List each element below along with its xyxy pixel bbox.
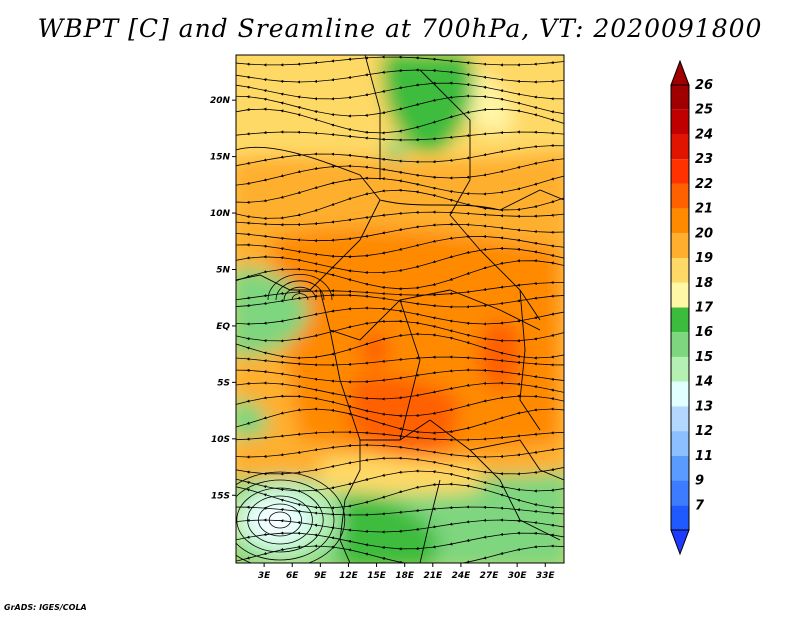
gyre-streamline xyxy=(291,293,309,301)
vortex-streamline xyxy=(236,479,335,561)
vortex-streamline xyxy=(268,511,292,529)
lat-tick-label: 10N xyxy=(210,209,231,219)
lat-tick-label: 5N xyxy=(216,265,230,275)
lat-tick-label: 20N xyxy=(210,96,231,106)
colorbar-band xyxy=(671,406,689,432)
colorbar-label: 26 xyxy=(695,78,713,93)
streamline xyxy=(236,544,564,563)
lon-tick-label: 27E xyxy=(480,571,500,581)
colorbar-band xyxy=(671,480,689,506)
colorbar-band xyxy=(671,505,689,530)
vortex-streamline xyxy=(236,471,346,563)
colorbar-label: 14 xyxy=(695,375,713,390)
colorbar-band xyxy=(671,258,689,283)
streamlines xyxy=(236,55,564,563)
colorbar-label: 18 xyxy=(695,276,713,291)
lon-tick-label: 21E xyxy=(423,571,443,581)
colorbar-frame xyxy=(670,84,690,531)
streamline xyxy=(236,482,564,510)
streamline xyxy=(236,55,564,67)
colorbar-band xyxy=(671,134,689,160)
lon-tick-label: 6E xyxy=(286,571,299,581)
map-title: WBPT [C] and Sreamline at 700hPa, VT: 20… xyxy=(37,14,763,43)
streamline xyxy=(236,430,564,442)
lon-tick-label: 15E xyxy=(367,571,387,581)
colorbar-band xyxy=(671,159,689,184)
lat-tick-label: EQ xyxy=(216,322,230,332)
lon-tick-label: 30E xyxy=(508,571,528,581)
latitude-axis: 20N 15N 10N 5N EQ 5S 10S 15S xyxy=(210,96,236,501)
lon-tick-label: 3E xyxy=(258,571,271,581)
colorbar-label: 13 xyxy=(695,399,713,414)
colorbar-label: 9 xyxy=(695,474,704,489)
lon-tick-label: 18E xyxy=(395,571,415,581)
colorbar-band xyxy=(671,455,689,481)
streamline xyxy=(236,68,564,84)
colorbar-band xyxy=(671,208,689,234)
colorbar-label: 25 xyxy=(695,103,713,118)
colorbar-label: 17 xyxy=(695,301,714,316)
grads-credit: GrADS: IGES/COLA xyxy=(4,603,87,612)
colorbar-band xyxy=(671,356,689,382)
streamline xyxy=(236,368,564,384)
colorbar-label: 22 xyxy=(695,177,713,192)
streamline xyxy=(236,355,564,367)
longitude-axis: 3E 6E 9E 12E 15E 18E 21E 24E 27E 30E 33E xyxy=(258,563,556,581)
streamline xyxy=(236,158,564,186)
streamline xyxy=(236,443,564,459)
colorbar-band xyxy=(671,233,689,259)
lat-tick-label: 15S xyxy=(211,491,230,501)
colorbar-label: 7 xyxy=(695,498,705,513)
gyre-streamline xyxy=(267,274,333,301)
colorbar-label: 23 xyxy=(695,152,713,167)
colorbar-label: 19 xyxy=(695,251,713,266)
lon-tick-label: 24E xyxy=(452,571,472,581)
lon-tick-label: 33E xyxy=(536,571,556,581)
lat-tick-label: 5S xyxy=(217,378,230,388)
colorbar-label: 16 xyxy=(695,325,713,340)
lon-tick-label: 9E xyxy=(314,571,327,581)
colorbar-band xyxy=(671,307,689,333)
colorbar-label: 24 xyxy=(695,127,713,142)
colorbar-label: 20 xyxy=(695,226,713,241)
lat-tick-label: 15N xyxy=(210,153,231,163)
colorbar-top-arrow xyxy=(670,59,690,86)
streamline xyxy=(236,293,564,309)
colorbar-label: 15 xyxy=(695,350,713,365)
gyre-streamline xyxy=(283,286,317,301)
lat-tick-label: 10S xyxy=(211,435,230,445)
colorbar-band xyxy=(671,85,689,110)
colorbar-label: 21 xyxy=(695,202,713,217)
streamline xyxy=(236,407,564,435)
colorbar-band xyxy=(671,332,689,357)
colorbar-bottom-arrow xyxy=(670,529,690,556)
vortex-streamline xyxy=(257,503,302,537)
vortex-streamline xyxy=(236,487,324,553)
colorbar-band xyxy=(671,381,689,407)
lon-tick-label: 12E xyxy=(339,571,359,581)
vortex-streamline xyxy=(247,495,313,545)
colorbar-label: 12 xyxy=(695,424,713,439)
map-frame xyxy=(235,54,565,564)
streamline xyxy=(236,130,564,142)
colorbar: 26 25 24 23 22 21 20 19 18 17 16 15 14 13 12 11 9 7 xyxy=(670,59,714,556)
colorbar-label: 11 xyxy=(695,449,713,464)
colorbar-band xyxy=(671,109,689,135)
streamline xyxy=(236,505,564,517)
colorbar-band xyxy=(671,431,689,456)
gyre-streamline xyxy=(275,280,325,301)
colorbar-band xyxy=(671,183,689,209)
colorbar-band xyxy=(671,282,689,308)
streamline xyxy=(236,518,564,534)
